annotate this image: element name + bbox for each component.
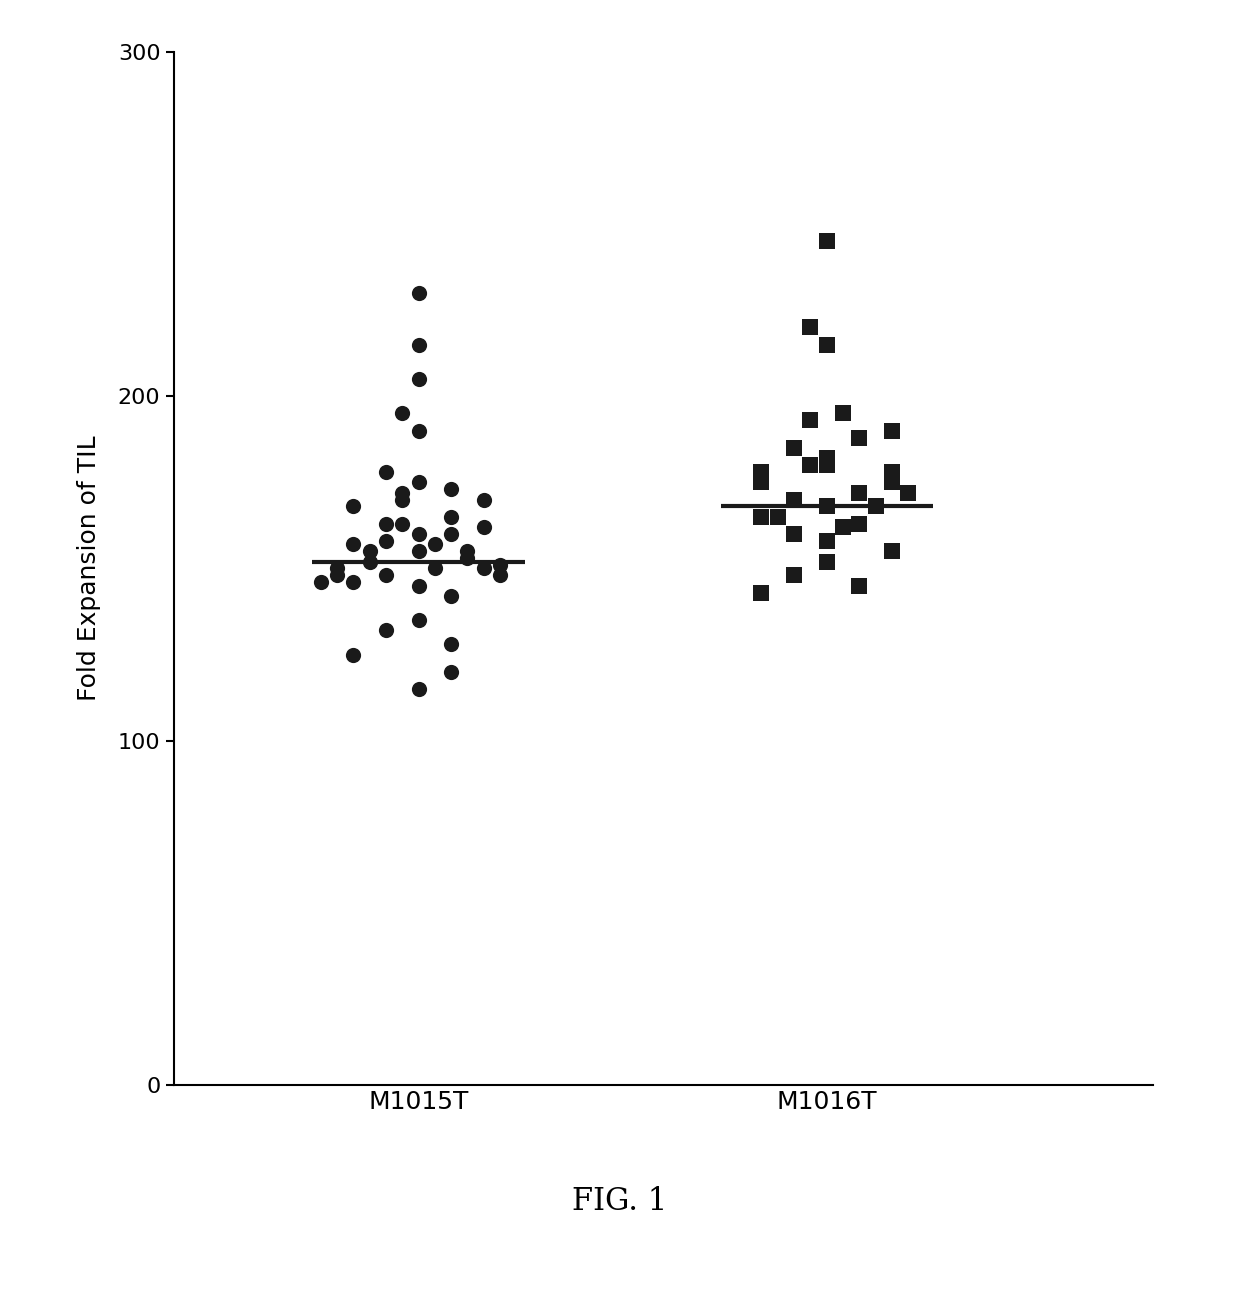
Point (899, 482, 919, 503)
Point (425, 534, 445, 554)
Point (409, 283, 429, 304)
Point (343, 572, 363, 593)
Point (376, 461, 396, 482)
Point (441, 585, 461, 606)
Point (882, 472, 901, 492)
Point (817, 552, 837, 572)
Point (490, 554, 510, 575)
Point (327, 558, 347, 579)
Point (817, 455, 837, 475)
Point (392, 490, 412, 510)
Point (882, 420, 901, 441)
Point (376, 513, 396, 534)
Point (474, 517, 494, 537)
Point (409, 368, 429, 389)
Point (768, 506, 787, 527)
Point (817, 231, 837, 252)
Point (376, 565, 396, 585)
Point (751, 583, 771, 603)
Point (817, 531, 837, 552)
Point (376, 531, 396, 552)
Point (833, 517, 853, 537)
Point (784, 565, 804, 585)
Point (882, 541, 901, 562)
Point (882, 461, 901, 482)
Point (360, 541, 379, 562)
Point (409, 610, 429, 630)
Point (409, 472, 429, 492)
Point (458, 541, 477, 562)
Point (751, 506, 771, 527)
Point (360, 552, 379, 572)
Point (409, 575, 429, 596)
Point (849, 428, 869, 448)
Point (801, 317, 821, 337)
Point (751, 461, 771, 482)
Y-axis label: Fold Expansion of TIL: Fold Expansion of TIL (77, 435, 102, 702)
Point (784, 523, 804, 544)
Point (409, 523, 429, 544)
Point (409, 541, 429, 562)
Point (441, 662, 461, 682)
Point (343, 645, 363, 665)
Point (311, 572, 331, 593)
Point (409, 678, 429, 699)
Point (849, 513, 869, 534)
Point (425, 558, 445, 579)
Point (817, 335, 837, 355)
Point (784, 490, 804, 510)
Point (409, 420, 429, 441)
Text: FIG. 1: FIG. 1 (573, 1186, 667, 1217)
Point (849, 482, 869, 503)
Point (327, 565, 347, 585)
Point (343, 534, 363, 554)
Point (801, 410, 821, 430)
Point (474, 490, 494, 510)
Point (801, 455, 821, 475)
Point (751, 472, 771, 492)
Point (392, 513, 412, 534)
Point (343, 496, 363, 517)
Point (441, 634, 461, 655)
Point (817, 496, 837, 517)
Point (376, 620, 396, 641)
Point (474, 558, 494, 579)
Point (490, 565, 510, 585)
Point (441, 523, 461, 544)
Point (441, 506, 461, 527)
Point (409, 335, 429, 355)
Point (833, 403, 853, 424)
Point (866, 496, 885, 517)
Point (849, 575, 869, 596)
Point (784, 438, 804, 459)
Point (392, 482, 412, 503)
Point (817, 448, 837, 469)
Point (392, 403, 412, 424)
Point (441, 479, 461, 500)
Point (458, 548, 477, 568)
